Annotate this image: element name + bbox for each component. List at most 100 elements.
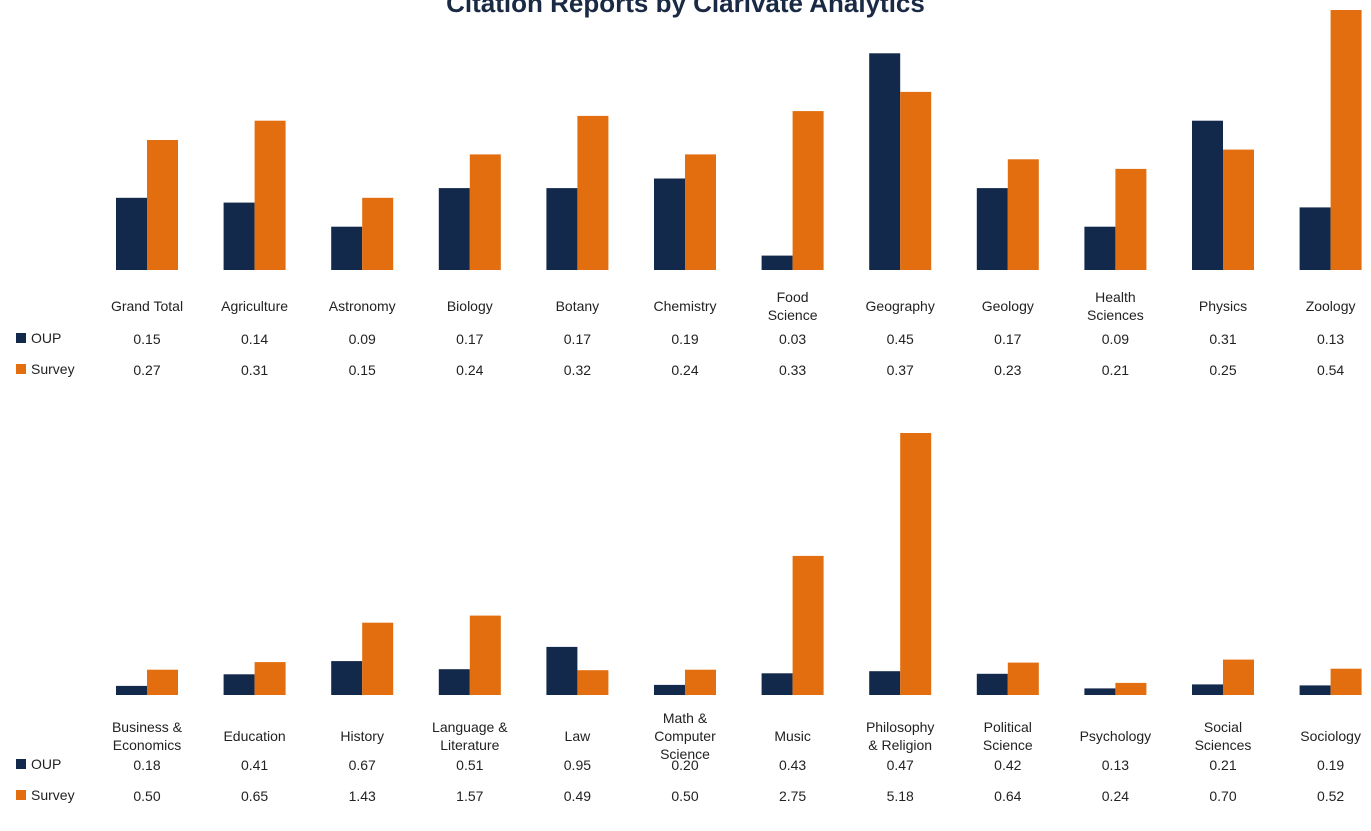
value-label: 0.27 xyxy=(133,362,160,378)
value-label: 1.43 xyxy=(349,788,376,804)
bar-survey xyxy=(577,115,609,271)
bar-survey xyxy=(792,111,824,270)
value-label: 0.25 xyxy=(1209,362,1236,378)
bar-survey xyxy=(1330,10,1362,270)
value-label: 0.67 xyxy=(349,757,376,773)
value-label: 0.13 xyxy=(1317,331,1344,347)
bar-oup xyxy=(1299,685,1331,695)
bar-survey xyxy=(362,622,394,695)
legend-label-oup: OUP xyxy=(31,756,61,772)
legend-swatch-oup xyxy=(16,759,26,769)
bar-survey xyxy=(362,197,394,270)
value-label: 0.13 xyxy=(1102,757,1129,773)
category-label: Astronomy xyxy=(329,298,396,314)
bar-oup xyxy=(546,646,578,695)
category-label: Agriculture xyxy=(221,298,288,314)
value-label: 0.15 xyxy=(133,331,160,347)
value-label: 2.75 xyxy=(779,788,806,804)
category-label: Language & xyxy=(432,719,508,735)
bar-oup xyxy=(223,674,255,695)
category-label: Computer xyxy=(654,728,716,744)
bar-survey xyxy=(1115,168,1147,270)
bar-survey xyxy=(1007,159,1039,270)
bar-oup xyxy=(438,188,470,270)
value-label: 0.21 xyxy=(1102,362,1129,378)
value-label: 0.65 xyxy=(241,788,268,804)
category-label: Health xyxy=(1095,289,1135,305)
bar-survey xyxy=(900,91,932,271)
bar-survey xyxy=(254,662,286,695)
value-label: 0.70 xyxy=(1209,788,1236,804)
value-label: 1.57 xyxy=(456,788,483,804)
value-label: 0.20 xyxy=(671,757,698,773)
category-label: Sciences xyxy=(1195,737,1252,753)
value-label: 0.03 xyxy=(779,331,806,347)
category-label: Social xyxy=(1204,719,1242,735)
bar-oup xyxy=(116,197,147,270)
category-label: Science xyxy=(768,307,818,323)
bar-oup xyxy=(546,188,578,270)
value-label: 0.64 xyxy=(994,788,1021,804)
category-label: Sociology xyxy=(1300,728,1361,744)
value-label: 0.14 xyxy=(241,331,268,347)
category-label: Grand Total xyxy=(111,298,183,314)
value-label: 0.54 xyxy=(1317,362,1344,378)
bar-survey xyxy=(469,615,501,695)
bar-oup xyxy=(1299,207,1331,270)
value-label: 0.41 xyxy=(241,757,268,773)
value-label: 0.17 xyxy=(564,331,591,347)
value-label: 0.42 xyxy=(994,757,1021,773)
bar-survey xyxy=(1115,682,1147,695)
value-label: 0.51 xyxy=(456,757,483,773)
bar-oup xyxy=(438,669,470,695)
bar-oup xyxy=(1192,684,1223,695)
bar-survey xyxy=(147,669,178,695)
value-label: 0.24 xyxy=(1102,788,1129,804)
bar-oup xyxy=(654,178,685,270)
bar-oup xyxy=(869,53,901,270)
category-label: Food xyxy=(777,289,809,305)
value-label: 0.32 xyxy=(564,362,591,378)
value-label: 0.47 xyxy=(887,757,914,773)
category-label: Education xyxy=(223,728,285,744)
value-label: 0.49 xyxy=(564,788,591,804)
category-label: Literature xyxy=(440,737,499,753)
category-label: Science xyxy=(660,746,710,762)
value-label: 0.09 xyxy=(349,331,376,347)
value-label: 0.17 xyxy=(456,331,483,347)
category-label: History xyxy=(340,728,384,744)
value-label: 0.45 xyxy=(887,331,914,347)
bar-oup xyxy=(223,202,255,270)
bar-survey xyxy=(147,140,178,270)
bar-oup xyxy=(761,255,793,270)
category-label: Sciences xyxy=(1087,307,1144,323)
bar-oup xyxy=(116,685,147,695)
value-label: 0.50 xyxy=(133,788,160,804)
bar-survey xyxy=(469,154,501,270)
legend-swatch-survey xyxy=(16,364,26,374)
category-label: & Religion xyxy=(868,737,932,753)
bar-survey xyxy=(254,120,286,270)
bar-survey xyxy=(1223,659,1254,695)
bar-oup xyxy=(1084,226,1116,270)
value-label: 0.19 xyxy=(671,331,698,347)
category-label: Science xyxy=(983,737,1033,753)
value-label: 0.52 xyxy=(1317,788,1344,804)
legend-label-survey: Survey xyxy=(31,361,75,377)
value-label: 0.19 xyxy=(1317,757,1344,773)
bar-oup xyxy=(869,671,901,695)
value-label: 0.23 xyxy=(994,362,1021,378)
bar-survey xyxy=(1223,149,1254,270)
value-label: 0.17 xyxy=(994,331,1021,347)
category-label: Economics xyxy=(113,737,181,753)
value-label: 0.33 xyxy=(779,362,806,378)
bar-oup xyxy=(976,673,1008,695)
value-label: 0.24 xyxy=(456,362,483,378)
bar-survey xyxy=(685,154,716,270)
legend-label-survey: Survey xyxy=(31,787,75,803)
category-label: Physics xyxy=(1199,298,1247,314)
bar-oup xyxy=(761,673,793,695)
value-label: 0.95 xyxy=(564,757,591,773)
category-label: Law xyxy=(565,728,592,744)
chart-title: Citation Reports by Clarivate Analytics xyxy=(446,0,925,18)
